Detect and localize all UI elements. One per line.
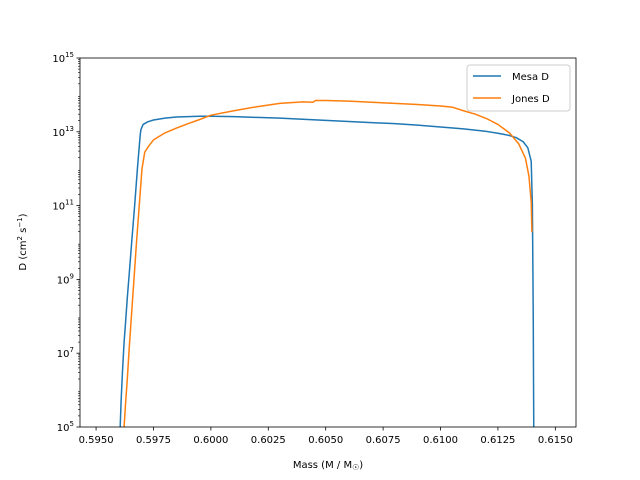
legend: Mesa D Jones D [466,64,571,112]
x-tick-label: 0.6025 [251,435,286,446]
x-tick-label: 0.6100 [423,435,458,446]
x-tick-label: 0.6000 [193,435,228,446]
x-tick-label: 0.6075 [366,435,401,446]
x-tick-label: 0.5975 [136,435,171,446]
y-axis-label: D (cm2 s−1) [16,213,29,270]
axes-layer [79,57,577,428]
x-tick-label: 0.6125 [480,435,515,446]
y-tick-label: 105 [57,420,74,434]
y-tick-label: 109 [57,272,74,286]
x-tick-label: 0.6050 [308,435,343,446]
x-tick-label: 0.6150 [538,435,573,446]
y-tick-label: 1011 [52,199,74,213]
x-tick-label: 0.5950 [79,435,114,446]
series-layer [119,99,535,427]
sun-symbol: ☉ [352,463,359,472]
series-line-mesa-d [119,115,535,427]
plot-frame [79,57,577,428]
x-axis-label: Mass (M / M☉) [293,460,363,472]
ticks-layer: 0.5950 0.5975 0.6000 0.6025 0.6050 0.6075 0.61… [52,51,572,446]
y-tick-label: 1015 [52,51,74,65]
y-tick-label: 1013 [52,125,74,139]
series-line-jones-d [123,99,533,427]
legend-label-mesa: Mesa D [512,72,549,83]
legend-label-jones: Jones D [511,94,550,105]
y-tick-label: 107 [57,346,74,360]
